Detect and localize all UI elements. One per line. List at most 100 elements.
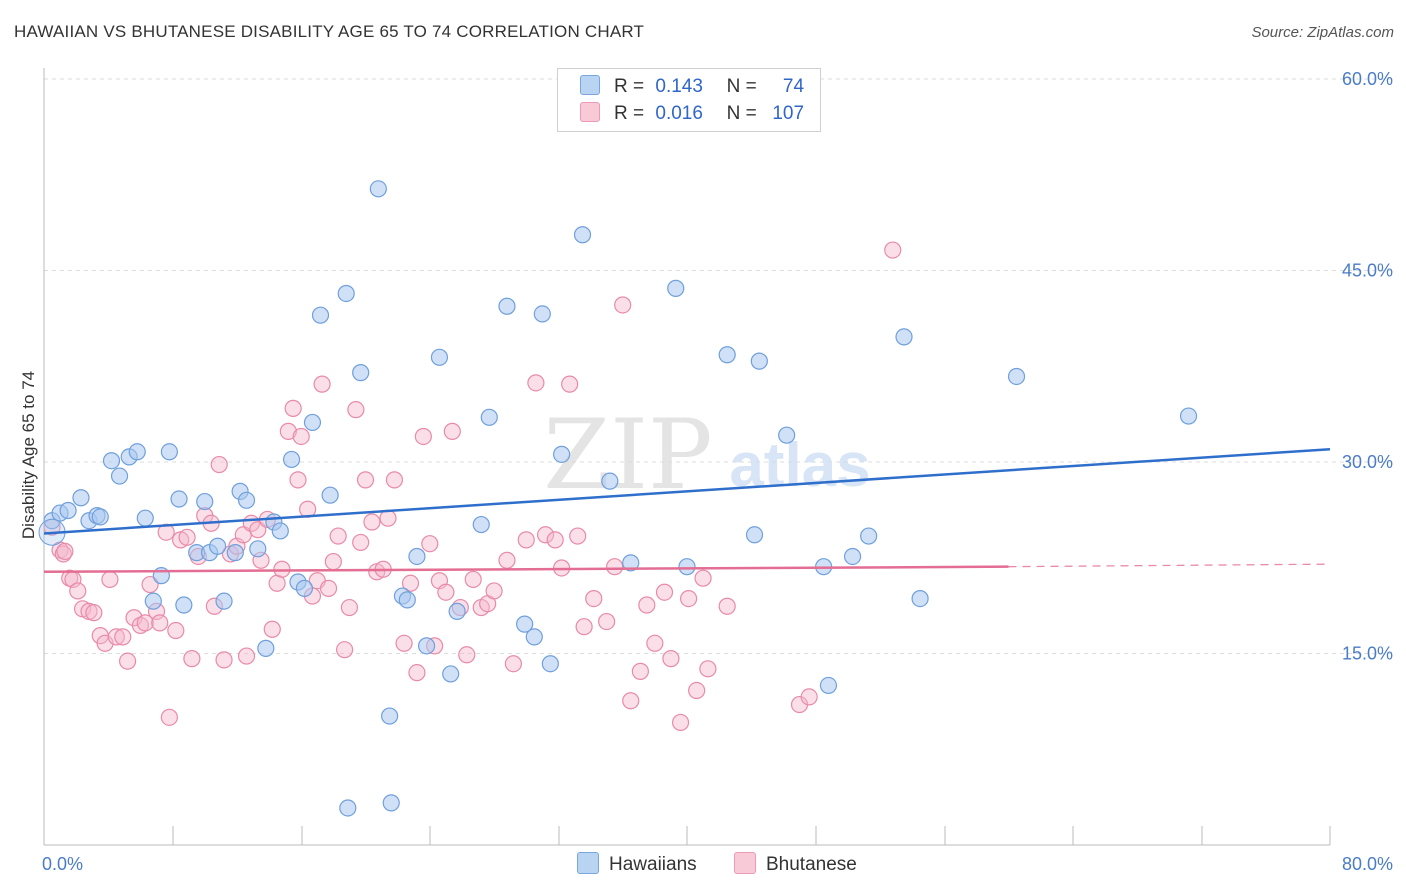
bhutanese-point: [606, 558, 624, 576]
bhutanese-point: [527, 374, 545, 392]
bhutanese-point: [699, 660, 717, 678]
hawaiian-point: [321, 486, 339, 504]
bhutanese-point: [569, 527, 587, 545]
bhutanese-point: [237, 647, 256, 665]
bhutanese-point: [421, 535, 439, 553]
hawaiian-point: [448, 602, 466, 620]
bhutanese-point: [324, 552, 342, 571]
bhutanese-point: [561, 375, 579, 393]
bhutanese-point: [85, 604, 103, 622]
hawaiian-point: [678, 558, 696, 576]
bhutanese-point: [114, 628, 132, 646]
bhutanese-point: [536, 526, 555, 544]
bhutanese-point: [319, 579, 338, 597]
hawaiian-point: [196, 492, 214, 511]
bhutanese-legend-label: Bhutanese: [766, 854, 857, 875]
hawaiian-point: [1007, 367, 1026, 386]
bhutanese-point: [340, 598, 359, 617]
correlation-legend: R = 0.143 N = 74 R = 0.016 N = 107: [557, 68, 821, 132]
hawaiian-point: [430, 348, 449, 366]
hawaiian-point: [778, 426, 796, 444]
bhutanese-point: [273, 560, 291, 578]
hawaiian-point: [442, 665, 460, 683]
hawaiian-point: [110, 467, 129, 485]
bhutanese-point: [118, 652, 137, 670]
bhutanese-point: [646, 634, 664, 652]
bhutanese-point: [414, 427, 432, 446]
hawaiian-point: [257, 639, 275, 657]
bhutanese-point: [279, 422, 297, 440]
hawaiian-point: [541, 655, 559, 673]
bhutanese-point: [178, 528, 196, 546]
y-tick-label: 45.0%: [1342, 261, 1393, 281]
bhutanese-point: [464, 570, 482, 589]
hawaiian-point: [311, 306, 330, 324]
y-tick-label: 30.0%: [1342, 452, 1393, 472]
bottom-legend-hawaiians[interactable]: Hawaiians: [577, 852, 697, 876]
hawaiian-point: [601, 472, 619, 490]
hawaiian-point: [516, 615, 534, 633]
hawaiian-points: [38, 180, 1198, 817]
hawaiian-point: [136, 509, 154, 527]
y-tick-label: 15.0%: [1342, 644, 1393, 664]
hawaiian-point: [160, 443, 178, 461]
hawaiian-point: [398, 591, 416, 609]
hawaiian-point: [369, 180, 387, 198]
bhutanese-point: [443, 422, 461, 440]
hawaiian-point: [417, 637, 436, 655]
hawaiian-point: [91, 508, 109, 526]
bhutanese-point: [210, 455, 228, 474]
hawaiian-point: [1179, 407, 1198, 425]
bhutanese-point: [356, 471, 375, 489]
bhutanese-point: [157, 523, 175, 541]
bhutanese-swatch: [580, 102, 600, 122]
hawaiian-point: [170, 490, 188, 508]
bhutanese-point: [437, 583, 455, 601]
bhutanese-point: [167, 621, 185, 640]
watermark-atlas: atlas: [729, 431, 870, 500]
hawaiian-point: [843, 547, 862, 566]
bhutanese-point: [54, 545, 72, 563]
hawaiian-point: [175, 596, 193, 614]
bhutanese-point: [598, 612, 616, 631]
hawaiian-point: [237, 491, 256, 509]
bhutanese-point: [183, 650, 201, 668]
bhutanese-point: [101, 570, 119, 589]
hawaiians-trend-line: [43, 447, 1331, 535]
legend-row-bhutanese: R = 0.016 N = 107: [580, 102, 804, 128]
hawaiian-point: [553, 445, 571, 463]
hawaiian-point: [352, 364, 370, 382]
bhutanese-point: [408, 664, 426, 682]
hawaiian-point: [819, 676, 838, 695]
hawaiian-point: [128, 443, 146, 461]
bhutanese-point: [56, 542, 74, 560]
bhutanese-point: [575, 618, 593, 636]
bhutanese-point: [631, 662, 649, 680]
bhutanese-point: [800, 688, 818, 706]
hawaiian-point: [480, 408, 498, 426]
bhutanese-point: [160, 708, 178, 726]
y-axis-title: Disability Age 65 to 74: [19, 371, 38, 539]
x-tick-label: 80.0%: [1342, 854, 1393, 874]
bhutanese-r-value: 0.016: [655, 103, 703, 124]
legend-r-label: R =: [614, 103, 645, 124]
x-tick-label: 0.0%: [42, 854, 83, 874]
bottom-legend-bhutanese[interactable]: Bhutanese: [734, 852, 857, 876]
hawaiians-legend-swatch: [577, 852, 599, 874]
bhutanese-point: [289, 471, 307, 489]
legend-n-label: N =: [726, 76, 757, 97]
y-tick-label: 60.0%: [1342, 69, 1393, 89]
hawaiian-point: [667, 279, 685, 297]
bhutanese-point: [69, 582, 87, 600]
hawaiian-point: [573, 226, 592, 244]
bhutanese-point: [655, 583, 674, 601]
hawaiians-r-value: 0.143: [655, 76, 703, 97]
bhutanese-point: [585, 590, 603, 608]
trend-lines: [43, 447, 1331, 574]
bhutanese-point: [329, 527, 347, 545]
hawaiian-point: [498, 297, 516, 315]
hawaiian-point: [339, 799, 357, 817]
bhutanese-point: [385, 471, 404, 489]
hawaiian-point: [750, 352, 768, 370]
